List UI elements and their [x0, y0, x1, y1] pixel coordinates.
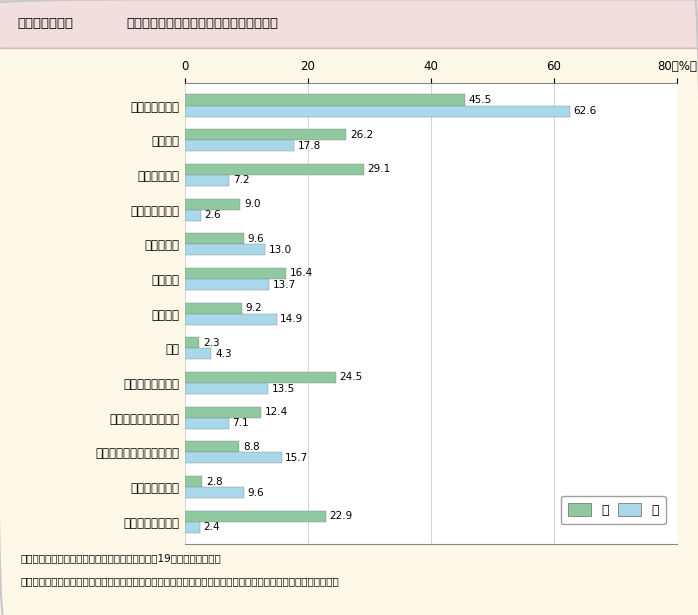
Bar: [185, 476, 202, 487]
Bar: [185, 244, 265, 255]
Bar: [185, 418, 229, 429]
Bar: [185, 407, 261, 418]
Bar: [185, 175, 229, 186]
Text: 婚姻関係事件における申立ての動機別割合: 婚姻関係事件における申立ての動機別割合: [126, 17, 279, 31]
Bar: [185, 487, 244, 498]
Legend: 妻, 夫: 妻, 夫: [561, 496, 666, 524]
Text: 24.5: 24.5: [339, 373, 363, 383]
Bar: [185, 522, 200, 533]
Text: 9.0: 9.0: [244, 199, 260, 209]
Bar: [185, 442, 239, 453]
Text: 9.2: 9.2: [245, 303, 262, 313]
Text: 2.3: 2.3: [203, 338, 219, 347]
Text: 13.5: 13.5: [272, 384, 295, 394]
Text: 15.7: 15.7: [285, 453, 309, 463]
Bar: [185, 95, 465, 106]
Text: （備考）１．最高裁判所「司法統計年報」（平成19年度）より作成。: （備考）１．最高裁判所「司法統計年報」（平成19年度）より作成。: [21, 554, 222, 563]
Bar: [185, 106, 570, 117]
Text: 第１－５－５図: 第１－５－５図: [17, 17, 73, 31]
Bar: [185, 314, 276, 325]
Text: 13.7: 13.7: [273, 280, 296, 290]
Text: 9.6: 9.6: [248, 488, 265, 498]
Bar: [185, 233, 244, 244]
Text: 17.8: 17.8: [298, 141, 321, 151]
Bar: [185, 453, 281, 464]
FancyBboxPatch shape: [0, 0, 698, 49]
Text: 22.9: 22.9: [329, 511, 352, 521]
Text: 4.3: 4.3: [215, 349, 232, 359]
Text: 9.6: 9.6: [248, 234, 265, 244]
Bar: [185, 337, 199, 348]
Bar: [185, 210, 201, 221]
Text: ２．申立ての動機は，申立人の言う動機のうち主なものを３個まで挙げる方法で調査重複集計したもの。: ２．申立ての動機は，申立人の言う動機のうち主なものを３個まで挙げる方法で調査重複…: [21, 576, 340, 586]
Text: 12.4: 12.4: [265, 407, 288, 417]
Text: 16.4: 16.4: [290, 268, 313, 279]
Bar: [185, 279, 269, 290]
Text: 7.1: 7.1: [232, 418, 249, 428]
Bar: [185, 140, 295, 151]
Text: 2.6: 2.6: [205, 210, 221, 220]
Text: 62.6: 62.6: [574, 106, 597, 116]
Bar: [185, 129, 346, 140]
Bar: [185, 372, 336, 383]
Bar: [185, 164, 364, 175]
Text: 45.5: 45.5: [468, 95, 492, 105]
Bar: [185, 199, 240, 210]
Bar: [185, 348, 211, 359]
Text: 2.8: 2.8: [206, 477, 223, 486]
Bar: [185, 303, 242, 314]
Bar: [185, 510, 326, 522]
Text: 14.9: 14.9: [281, 314, 304, 324]
Bar: [185, 268, 286, 279]
Text: 2.4: 2.4: [203, 522, 220, 532]
Text: 29.1: 29.1: [368, 164, 391, 175]
Text: 13.0: 13.0: [269, 245, 292, 255]
Text: 8.8: 8.8: [243, 442, 260, 452]
Text: 7.2: 7.2: [233, 175, 250, 186]
Text: 26.2: 26.2: [350, 130, 373, 140]
Bar: [185, 383, 268, 394]
